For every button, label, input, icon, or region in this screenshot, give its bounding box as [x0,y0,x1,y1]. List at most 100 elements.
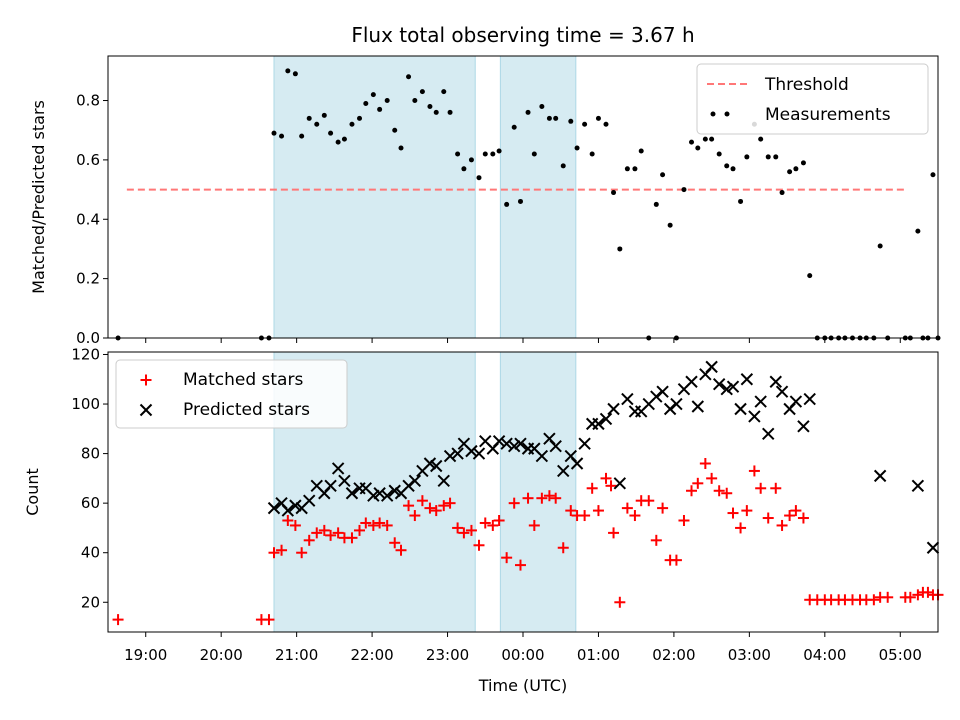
measurement-point [695,145,701,151]
matched-star-point [678,514,690,526]
predicted-star-point [720,382,733,396]
matched-star-point [692,477,704,489]
top-y-axis-label: Matched/Predicted stars [29,100,48,294]
measurement-point [617,246,623,252]
matched-star-point [268,547,280,559]
matched-star-point [784,510,796,522]
predicted-star-point [338,474,351,488]
measurement-point [328,130,334,136]
y-tick-label: 60 [81,494,100,512]
predicted-star-point [926,541,940,554]
predicted-star-point [775,385,789,398]
measurement-point [531,151,537,157]
legend-box [115,359,348,429]
x-tick-label: 20:00 [200,646,243,664]
predicted-star-point [613,477,627,490]
measurement-point [341,136,347,142]
matched-star-point [296,547,308,559]
measurement-point [419,89,425,95]
y-tick-label: 120 [71,345,100,363]
x-tick-label: 19:00 [124,646,167,664]
measurement-point [357,115,363,121]
measurement-point [560,163,566,169]
predicted-star-point [685,375,698,388]
measurement-point [525,109,531,115]
matched-star-point [882,591,894,603]
observing-interval [273,55,476,339]
predicted-star-point [549,439,562,453]
predicted-star-point [607,402,620,416]
top-axis-ticks: 0.0 0.2 0.4 0.6 0.8 [76,92,901,347]
measurement-point [441,89,447,95]
matched-star-point [605,480,617,492]
matched-star-point [755,482,767,494]
measurement-point [321,112,327,118]
matched-star-point [614,596,626,608]
flux-ratio-panel: 0.0 0.2 0.4 0.6 0.8 Flux total observing tim… [29,23,941,347]
y-tick-label: 0.2 [76,270,100,288]
matched-star-point [721,487,733,499]
matched-star-point [374,517,386,529]
predicted-star-point [803,392,816,406]
measurement-point [392,127,398,133]
measurement-point [779,190,785,196]
predicted-star-point [423,457,437,470]
measurement-point [877,243,883,249]
predicted-star-point [408,474,422,488]
measurement-point [335,139,341,145]
bottom-axis-ticks: 20 40 60 80 100 120 19:00 20:00 21:00 22:00 23:00 0… [71,345,922,664]
measurement-point [632,166,638,172]
matched-star-point [686,485,698,497]
measurement-point [611,190,617,196]
matched-star-point [699,458,711,470]
predicted-star-point [873,469,887,483]
matched-star-point [381,519,393,531]
x-tick-label: 05:00 [879,646,922,664]
matched-star-point [586,482,598,494]
predicted-star-point [789,395,803,408]
y-tick-label: 100 [71,395,100,413]
matched-star-point [409,510,421,522]
count-marks [112,360,944,626]
matched-star-point [263,614,275,626]
measurement-point [546,115,552,121]
measurement-point [716,151,722,157]
matched-star-point [403,500,415,512]
predicted-star-point [303,494,316,507]
predicted-star-point [740,373,754,386]
measurement-point [433,109,439,115]
matched-star-point [493,514,505,526]
y-tick-label: 40 [81,544,100,562]
matched-star-point [473,539,485,551]
matched-star-point [543,490,555,502]
measurement-point [807,273,813,279]
matched-star-point [797,512,809,524]
predicted-star-point [451,447,464,460]
matched-star-point [770,482,782,494]
predicted-star-point [388,484,401,497]
predicted-star-point [754,395,767,408]
matched-star-point [650,534,662,546]
matched-star-point [912,589,924,601]
predicted-star-point [331,462,345,475]
measurement-point [603,121,609,127]
measurement-point [758,136,764,142]
measurement-point [384,98,390,104]
matched-star-point [508,497,520,509]
matched-star-point [289,519,301,531]
y-tick-label: 20 [81,593,100,611]
measurement-point [476,175,482,181]
x-tick-label: 03:00 [728,646,771,664]
measurement-point [930,172,936,178]
measurement-point [447,109,453,115]
matched-star-point [550,492,562,504]
predicted-star-point [507,439,521,453]
matched-star-point [629,510,641,522]
matched-star-point [354,524,366,536]
measurement-point [773,154,779,160]
legend-box [696,63,929,135]
matched-star-point [748,465,760,477]
observing-intervals-top [273,55,577,339]
bottom-legend: Matched stars Predicted stars [115,359,348,429]
matched-star-point [303,534,315,546]
